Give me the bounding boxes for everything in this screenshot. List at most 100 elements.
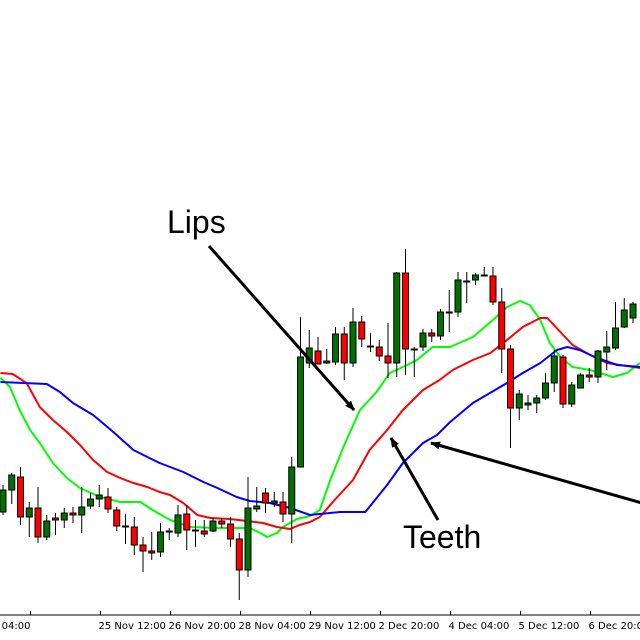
candle-body-bear <box>130 526 138 546</box>
candle-body-bear <box>69 512 77 516</box>
teeth-arrow <box>389 437 440 521</box>
candle <box>480 267 488 277</box>
candle <box>533 395 541 413</box>
candle-body-bull <box>463 280 471 283</box>
candle-body-bull <box>332 333 339 363</box>
candle-body-bear <box>122 525 129 528</box>
candle <box>288 457 296 543</box>
candle-body-bull <box>288 466 296 515</box>
candle <box>323 349 331 364</box>
candle-body-bull <box>629 303 637 319</box>
candle-body-bear <box>375 346 383 357</box>
candle-body-bear <box>218 520 226 525</box>
candle <box>542 373 549 400</box>
candle <box>0 485 7 515</box>
candle <box>375 340 383 361</box>
candle <box>585 368 593 382</box>
candle <box>577 373 584 389</box>
candle <box>113 507 121 531</box>
candle-body-bear <box>183 513 191 531</box>
candle <box>165 528 173 540</box>
candle <box>393 272 401 377</box>
candle <box>78 487 86 533</box>
candle-body-bull <box>533 397 541 404</box>
candle-body-bull <box>43 520 51 538</box>
candle <box>34 487 42 543</box>
candle <box>515 390 523 420</box>
candle-body-bear <box>507 348 514 409</box>
x-tick-label: 26 Nov 20:00 <box>169 621 236 632</box>
candle-body-bull <box>542 382 549 399</box>
candle <box>507 345 514 448</box>
candle-body-bear <box>340 333 348 364</box>
candle-body-bear <box>17 476 24 518</box>
plot-area <box>0 249 640 600</box>
candle-body-bull <box>95 494 103 500</box>
candle-body-bear <box>384 355 392 364</box>
x-tick-label: 5 Dec 12:00 <box>519 621 580 632</box>
candle <box>620 298 628 328</box>
candle-body-bear <box>489 275 497 303</box>
lips-line <box>0 300 640 538</box>
candle-body-bear <box>428 332 436 337</box>
candle-body-bear <box>200 530 208 535</box>
candle-body-bear <box>52 517 59 521</box>
candle-body-bear <box>358 321 366 340</box>
candle <box>445 290 453 332</box>
candle <box>270 492 278 507</box>
candle-body-bull <box>253 505 261 510</box>
candle <box>559 355 567 408</box>
candle <box>139 537 147 572</box>
x-axis-ticks: 04:00 25 Nov 12:00 26 Nov 20:00 28 Nov 04:0… <box>2 611 640 632</box>
x-tick-label: 25 Nov 12:00 <box>99 621 166 632</box>
candle-body-bull <box>437 311 444 337</box>
x-tick-label: 6 Dec 20:00 <box>589 621 640 632</box>
candle <box>235 533 243 600</box>
candle <box>603 331 611 370</box>
candle <box>612 302 619 350</box>
candle-body-bear <box>498 301 506 350</box>
candle-body-bear <box>559 356 567 405</box>
candle-body-bull <box>410 348 418 351</box>
candle <box>384 323 392 378</box>
candle-body-bear <box>113 509 121 527</box>
candle-body-bear <box>34 507 42 538</box>
lips-label: Lips <box>167 204 226 240</box>
candle-body-bear <box>235 538 243 571</box>
candle-body-bull <box>603 346 611 353</box>
candle <box>297 317 304 468</box>
candle-body-bull <box>297 356 304 468</box>
candle <box>428 329 436 342</box>
candle <box>332 327 339 365</box>
candle <box>314 337 322 365</box>
candle <box>463 272 471 303</box>
candle-body-bull <box>244 507 252 571</box>
candle <box>454 272 462 317</box>
candle <box>8 473 16 504</box>
candle <box>244 477 252 577</box>
candle-body-bull <box>174 514 182 534</box>
candle-body-bull <box>349 321 357 364</box>
candle-body-bull <box>209 520 217 532</box>
candle <box>367 333 374 352</box>
alligator-lines <box>0 300 640 538</box>
candle-body-bear <box>585 374 593 378</box>
x-tick-label: 04:00 <box>2 621 31 632</box>
candle-body-bull <box>480 274 488 277</box>
candle-body-bull <box>8 474 16 491</box>
candle-body-bull <box>87 498 94 507</box>
candle <box>87 493 94 509</box>
jaw-line <box>0 346 640 516</box>
candle <box>550 350 558 392</box>
candle-body-bull <box>550 355 558 384</box>
candle-body-bull <box>568 384 576 405</box>
candle <box>262 488 269 513</box>
candle-body-bull <box>0 489 7 513</box>
candle <box>200 520 208 537</box>
candle <box>279 492 287 522</box>
candle <box>419 329 427 351</box>
candle <box>437 309 444 340</box>
candle-body-bear <box>139 544 147 552</box>
candle-body-bull <box>78 506 86 516</box>
